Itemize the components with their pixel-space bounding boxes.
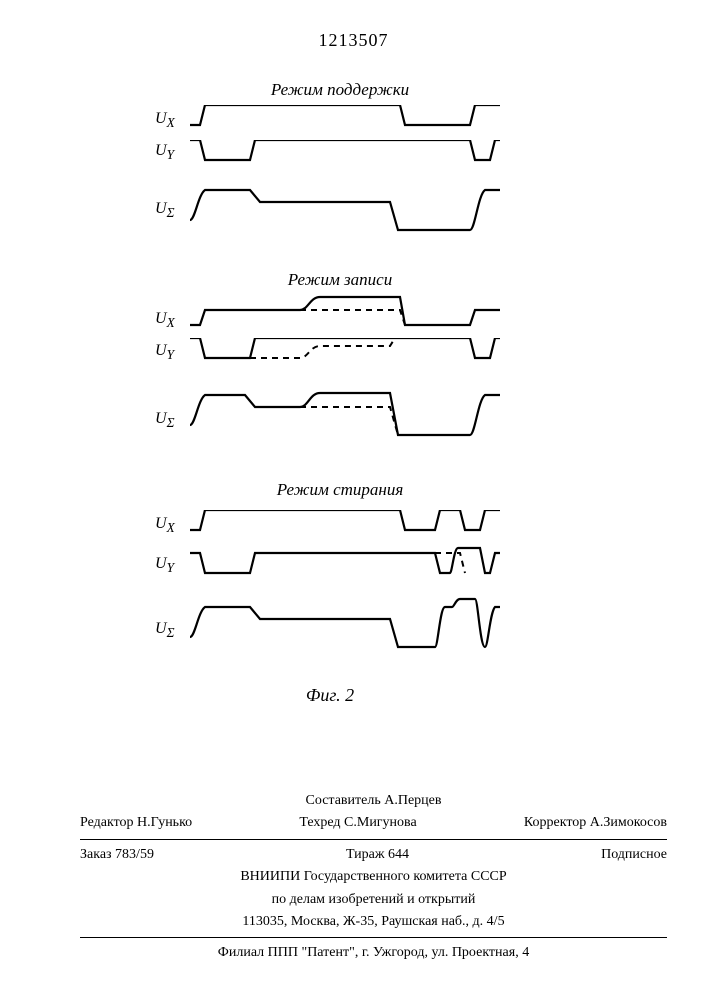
waveform-3-Y bbox=[190, 545, 510, 585]
waveform-2-S bbox=[190, 385, 510, 445]
waveform-3-X bbox=[190, 510, 510, 540]
page: 1213507 Режим поддержки UX UY UΣ Режим з… bbox=[0, 0, 707, 1000]
section-title-3: Режим стирания bbox=[200, 480, 480, 500]
footer-corrector: Корректор А.Зимокосов bbox=[524, 812, 667, 834]
section-title-1: Режим поддержки bbox=[200, 80, 480, 100]
waveform-1-X bbox=[190, 105, 510, 135]
row-label-2-S: UΣ bbox=[155, 410, 174, 431]
row-label-1-S: UΣ bbox=[155, 200, 174, 221]
footer-org1: ВНИИПИ Государственного комитета СССР bbox=[80, 866, 667, 888]
footer-rule-1 bbox=[80, 839, 667, 840]
row-label-3-X: UX bbox=[155, 515, 175, 536]
figure-label: Фиг. 2 bbox=[160, 685, 500, 706]
diagram-area: Режим поддержки UX UY UΣ Режим записи UX… bbox=[160, 80, 520, 760]
footer: Составитель А.Перцев Редактор Н.Гунько Т… bbox=[80, 790, 667, 965]
footer-tirazh: Тираж 644 bbox=[346, 844, 409, 866]
row-label-2-X: UX bbox=[155, 310, 175, 331]
footer-filial: Филиал ППП "Патент", г. Ужгород, ул. Про… bbox=[80, 942, 667, 964]
waveform-3-S bbox=[190, 595, 510, 660]
row-label-3-S: UΣ bbox=[155, 620, 174, 641]
footer-editor: Редактор Н.Гунько bbox=[80, 812, 192, 834]
row-label-3-Y: UY bbox=[155, 555, 174, 576]
waveform-1-S bbox=[190, 180, 510, 240]
waveform-2-X bbox=[190, 295, 510, 335]
footer-addr: 113035, Москва, Ж-35, Раушская наб., д. … bbox=[80, 911, 667, 933]
waveform-2-Y bbox=[190, 338, 510, 373]
footer-podpis: Подписное bbox=[601, 844, 667, 866]
footer-rule-2 bbox=[80, 937, 667, 938]
footer-order: Заказ 783/59 bbox=[80, 844, 154, 866]
waveform-1-Y bbox=[190, 140, 510, 170]
footer-compiler: Составитель А.Перцев bbox=[80, 790, 667, 812]
row-label-1-Y: UY bbox=[155, 142, 174, 163]
footer-techred: Техред С.Мигунова bbox=[299, 812, 416, 834]
row-label-2-Y: UY bbox=[155, 342, 174, 363]
section-title-2: Режим записи bbox=[200, 270, 480, 290]
footer-org2: по делам изобретений и открытий bbox=[80, 889, 667, 911]
row-label-1-X: UX bbox=[155, 110, 175, 131]
patent-number: 1213507 bbox=[0, 30, 707, 51]
